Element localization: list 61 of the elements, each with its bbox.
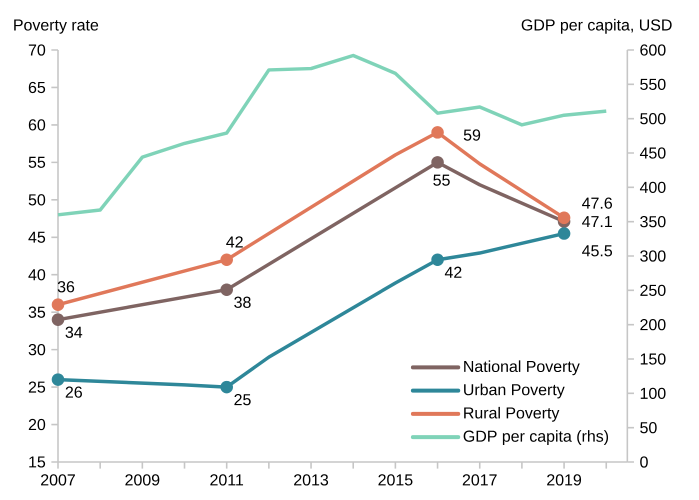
y2-tick-label: 100	[640, 388, 666, 399]
y2-tick-label: 600	[640, 44, 666, 56]
data-label: 38	[234, 296, 251, 308]
legend-label: GDP per capita (rhs)	[464, 430, 608, 445]
data-label: 47.1	[582, 216, 612, 228]
y2-tick-label: 500	[640, 113, 666, 124]
y-tick-label: 65	[28, 82, 46, 94]
y-axis-title: Poverty rate	[14, 19, 98, 34]
y-tick-label: 50	[28, 194, 46, 206]
y-tick-label: 35	[28, 306, 46, 318]
point	[220, 283, 233, 296]
point	[431, 253, 444, 266]
y2-tick-label: 0	[640, 456, 648, 468]
data-label: 34	[66, 326, 82, 338]
y2-tick-label: 450	[640, 147, 666, 159]
y-tick-label: 45	[28, 232, 46, 243]
x-tick-label: 2013	[294, 474, 328, 486]
data-label: 59	[464, 129, 480, 141]
point	[558, 212, 570, 224]
y-tick-label: 60	[28, 119, 46, 131]
y-tick-label: 15	[29, 456, 46, 468]
data-label: 55	[433, 174, 450, 186]
point	[52, 373, 64, 386]
data-label: 42	[226, 236, 243, 248]
data-label: 26	[66, 386, 82, 398]
y-tick-label: 40	[28, 269, 46, 280]
y2-tick-label: 50	[640, 422, 657, 434]
point	[52, 313, 64, 326]
point	[431, 126, 444, 139]
data-label: 25	[234, 394, 251, 406]
y2-tick-label: 550	[640, 78, 666, 90]
x-tick-label: 2017	[462, 474, 497, 486]
x-tick-label: 2011	[210, 474, 244, 486]
legend-label: Rural Poverty	[464, 406, 560, 422]
point	[431, 156, 444, 169]
y-tick-label: 20	[28, 418, 46, 430]
y-tick-label: 70	[28, 44, 46, 56]
point	[558, 227, 570, 240]
point	[220, 253, 233, 266]
data-label: 47.6	[582, 197, 612, 209]
point	[52, 298, 64, 311]
y-tick-label: 30	[28, 344, 46, 356]
data-label: 42	[444, 266, 462, 278]
legend-label: Urban Poverty	[464, 384, 565, 398]
y2-tick-label: 400	[640, 182, 666, 193]
y2-tick-label: 200	[640, 319, 666, 330]
x-tick-label: 2009	[125, 474, 160, 486]
x-tick-label: 2007	[41, 474, 75, 486]
y2-axis-title: GDP per capita, USD	[522, 18, 672, 34]
x-tick-label: 2019	[547, 474, 582, 486]
y2-tick-label: 300	[640, 250, 666, 262]
x-tick-label: 2015	[378, 474, 412, 486]
data-label: 36	[58, 281, 74, 292]
y2-tick-label: 250	[640, 284, 666, 296]
y2-tick-label: 350	[640, 216, 666, 228]
y-tick-label: 25	[28, 381, 46, 393]
data-label: 45.5	[582, 245, 612, 256]
legend-label: National Poverty	[464, 360, 580, 376]
y-tick-label: 55	[28, 156, 46, 168]
y2-tick-label: 150	[640, 353, 666, 365]
point	[220, 380, 233, 394]
